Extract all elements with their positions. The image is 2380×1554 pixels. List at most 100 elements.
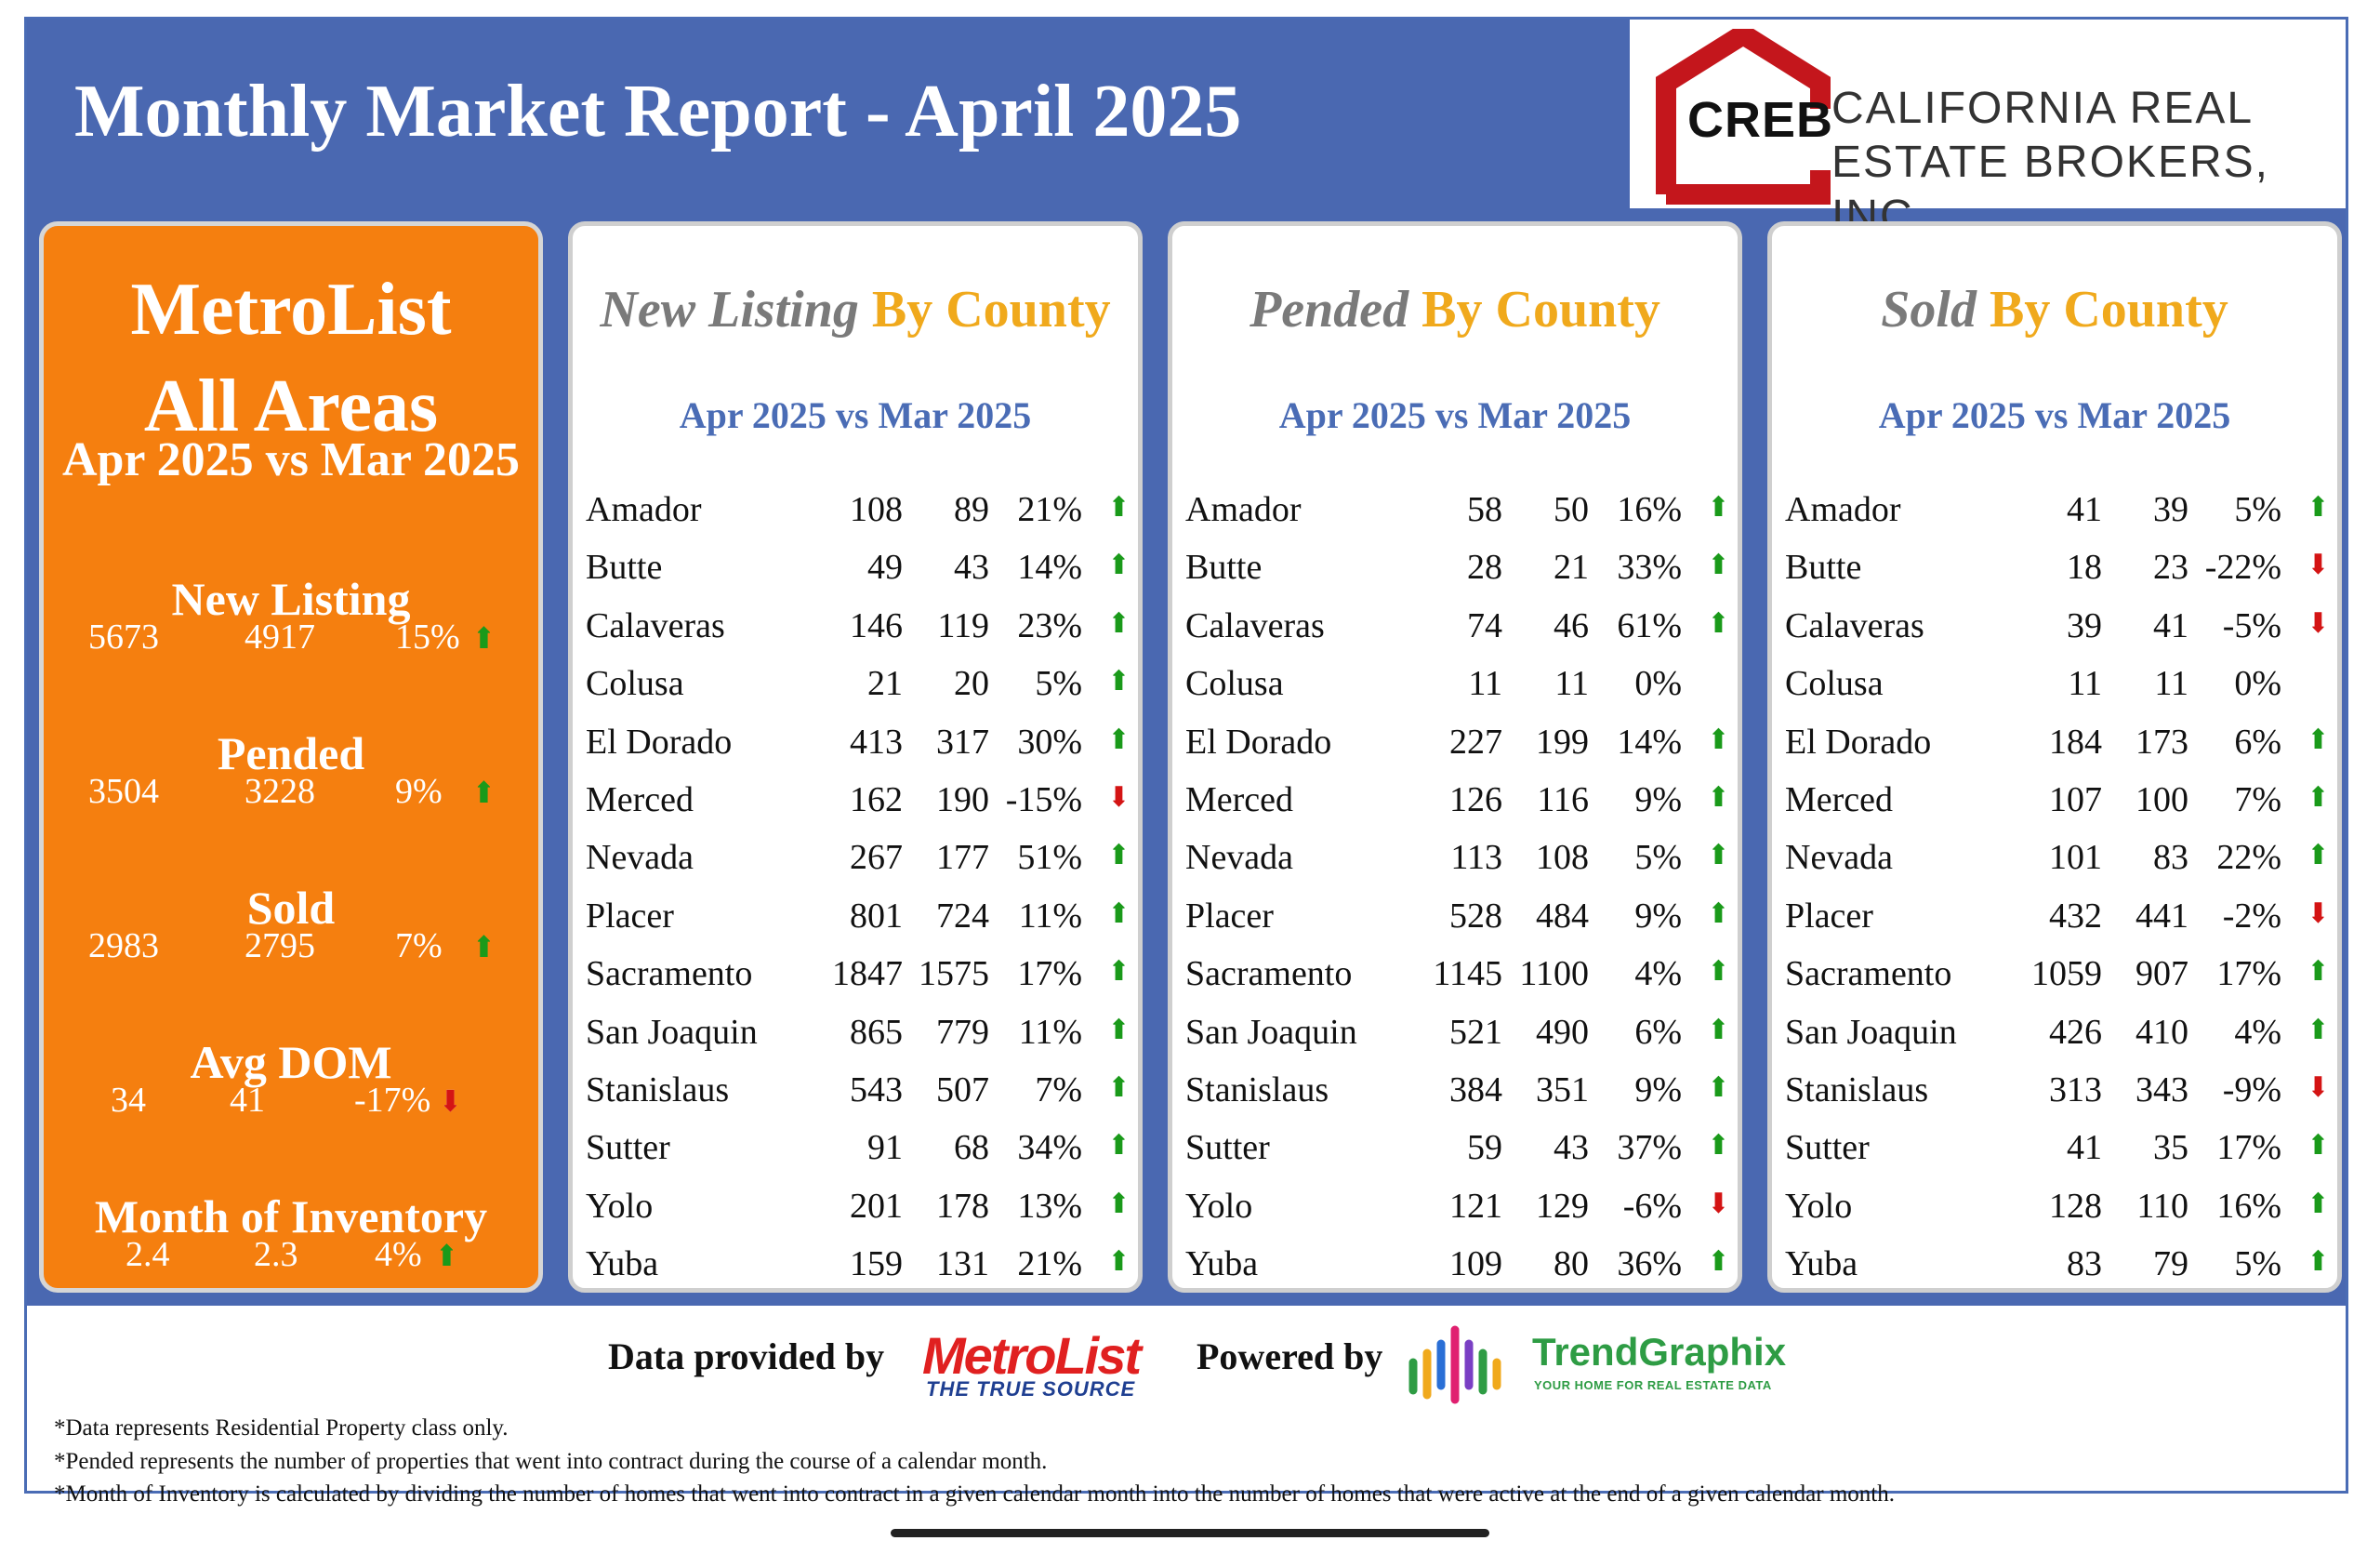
- county-county: San Joaquin: [586, 1012, 758, 1052]
- county-table: Amador 41 39 5% ⬆ Butte 18 23 -22% ⬇ Calaveras 39 41…: [1772, 482, 2337, 1294]
- pended-panel: Pended By County Apr 2025 vs Mar 2025 Am…: [1168, 221, 1742, 1293]
- county-previous: 410: [2135, 1012, 2188, 1052]
- up-arrow-icon: ⬆: [1706, 840, 1730, 871]
- county-county: Calaveras: [1785, 605, 1924, 645]
- table-row: Amador 41 39 5% ⬆: [1772, 482, 2337, 539]
- table-row: San Joaquin 521 490 6% ⬆: [1172, 1004, 1738, 1062]
- up-arrow-icon: ⬆: [471, 621, 496, 655]
- county-previous: 110: [2136, 1186, 2188, 1226]
- county-current: 1145: [1433, 954, 1502, 994]
- table-row: Nevada 113 108 5% ⬆: [1172, 830, 1738, 887]
- trendgraphix-logo-icon: [1408, 1325, 1501, 1404]
- county-county: Merced: [586, 779, 694, 819]
- county-previous: 724: [936, 896, 989, 936]
- county-change: 5%: [1634, 838, 1682, 878]
- summary-comparison: Apr 2025 vs Mar 2025: [61, 433, 521, 486]
- county-county: Nevada: [1785, 838, 1894, 878]
- county-previous: 35: [2153, 1128, 2188, 1168]
- table-row: Merced 162 190 -15% ⬇: [573, 772, 1138, 830]
- panel-title-italic: New Listing: [600, 281, 859, 339]
- down-arrow-icon: ⬇: [1706, 1188, 1730, 1219]
- county-previous: 490: [1536, 1012, 1589, 1052]
- county-county: Sacramento: [586, 954, 753, 994]
- county-change: 5%: [1035, 664, 1082, 704]
- county-change: -9%: [2222, 1069, 2281, 1109]
- table-row: Placer 801 724 11% ⬆: [573, 888, 1138, 946]
- county-current: 41: [2067, 490, 2102, 529]
- summary-metric-label: Avg DOM: [190, 1036, 392, 1088]
- county-previous: 343: [2135, 1069, 2188, 1109]
- up-arrow-icon: ⬆: [1106, 956, 1130, 988]
- county-previous: 129: [1536, 1186, 1589, 1226]
- up-arrow-icon: ⬆: [2306, 1188, 2330, 1219]
- county-change: 13%: [1017, 1186, 1082, 1226]
- county-current: 227: [1449, 722, 1502, 762]
- down-arrow-icon: ⬇: [2306, 607, 2330, 639]
- summary-title-line1: MetroList: [130, 269, 452, 351]
- panel-title-italic: Pended: [1250, 281, 1409, 339]
- summary-metric-previous: 2.3: [254, 1235, 298, 1274]
- table-row: Amador 58 50 16% ⬆: [1172, 482, 1738, 539]
- county-previous: 119: [937, 605, 989, 645]
- table-row: Nevada 101 83 22% ⬆: [1772, 830, 2337, 887]
- up-arrow-icon: ⬆: [1706, 492, 1730, 523]
- down-arrow-icon: ⬇: [2306, 1071, 2330, 1103]
- county-change: 9%: [1634, 779, 1682, 819]
- summary-title-line2: All Areas: [143, 365, 439, 447]
- county-current: 201: [850, 1186, 903, 1226]
- up-arrow-icon: ⬆: [1106, 1014, 1130, 1045]
- table-row: Yolo 121 129 -6% ⬇: [1172, 1178, 1738, 1236]
- county-previous: 131: [936, 1244, 989, 1284]
- table-row: Merced 107 100 7% ⬆: [1772, 772, 2337, 830]
- company-name: CALIFORNIA REAL ESTATE BROKERS, INC.: [1831, 82, 2380, 244]
- summary-metric-label: New Listing: [171, 573, 411, 625]
- county-previous: 441: [2135, 896, 2188, 936]
- county-current: 865: [850, 1012, 903, 1052]
- county-previous: 83: [2153, 838, 2188, 878]
- table-row: El Dorado 413 317 30% ⬆: [573, 714, 1138, 772]
- county-county: Amador: [586, 490, 702, 529]
- table-row: Colusa 21 20 5% ⬆: [573, 656, 1138, 713]
- county-previous: 1575: [919, 954, 989, 994]
- summary-metric-previous: 4917: [245, 618, 315, 657]
- county-current: 543: [850, 1069, 903, 1109]
- summary-metric-current: 34: [111, 1081, 146, 1120]
- up-arrow-icon: ⬆: [1706, 1246, 1730, 1278]
- up-arrow-icon: ⬆: [1706, 724, 1730, 755]
- county-current: 128: [2049, 1186, 2102, 1226]
- house-logo-icon: [1656, 29, 1831, 205]
- county-current: 159: [850, 1244, 903, 1284]
- county-county: Sutter: [586, 1128, 670, 1168]
- county-previous: 43: [954, 548, 989, 588]
- county-current: 83: [2067, 1244, 2102, 1284]
- table-row: Calaveras 74 46 61% ⬆: [1172, 598, 1738, 656]
- panel-title: New Listing By County: [573, 280, 1138, 339]
- county-county: Calaveras: [586, 605, 725, 645]
- county-county: El Dorado: [586, 722, 733, 762]
- panel-title-rest: By County: [871, 281, 1111, 339]
- county-current: 426: [2049, 1012, 2102, 1052]
- panel-subtitle: Apr 2025 vs Mar 2025: [1878, 394, 2231, 436]
- county-current: 528: [1449, 896, 1502, 936]
- county-current: 28: [1467, 548, 1502, 588]
- county-change: 9%: [1634, 1069, 1682, 1109]
- up-arrow-icon: ⬆: [1106, 1246, 1130, 1278]
- county-current: 521: [1449, 1012, 1502, 1052]
- county-change: -15%: [1005, 779, 1082, 819]
- county-table: Amador 58 50 16% ⬆ Butte 28 21 33% ⬆ Calaveras 74 46…: [1172, 482, 1738, 1294]
- table-row: San Joaquin 865 779 11% ⬆: [573, 1004, 1138, 1062]
- county-previous: 484: [1536, 896, 1589, 936]
- panel-title: Pended By County: [1172, 280, 1738, 339]
- up-arrow-icon: ⬆: [2306, 1130, 2330, 1162]
- table-row: El Dorado 227 199 14% ⬆: [1172, 714, 1738, 772]
- county-county: Placer: [586, 896, 674, 936]
- county-county: El Dorado: [1185, 722, 1332, 762]
- up-arrow-icon: ⬆: [1106, 1071, 1130, 1103]
- county-change: 9%: [1634, 896, 1682, 936]
- county-county: Merced: [1185, 779, 1294, 819]
- table-row: San Joaquin 426 410 4% ⬆: [1772, 1004, 2337, 1062]
- county-change: 4%: [1634, 954, 1682, 994]
- up-arrow-icon: ⬆: [1706, 607, 1730, 639]
- county-county: Butte: [1185, 548, 1263, 588]
- table-row: Yolo 201 178 13% ⬆: [573, 1178, 1138, 1236]
